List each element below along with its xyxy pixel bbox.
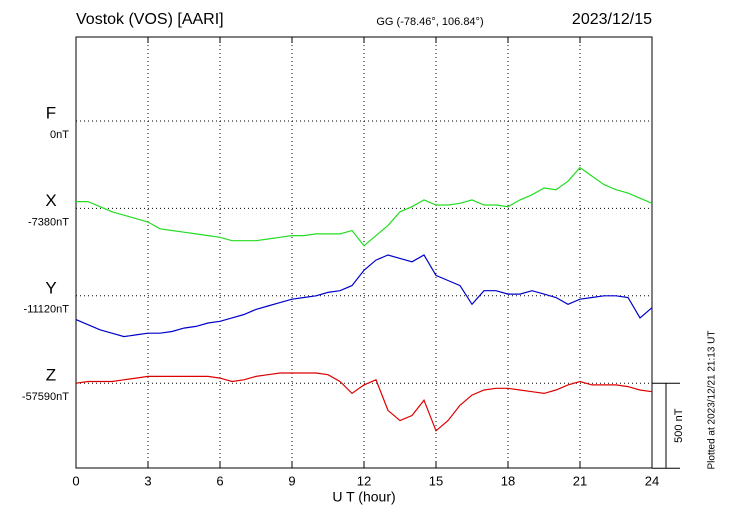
legend-label: X — [45, 191, 56, 210]
x-tick-label: 6 — [216, 473, 223, 488]
x-tick-label: 9 — [288, 473, 295, 488]
series-line — [76, 166, 653, 247]
x-axis-label: U T (hour) — [332, 489, 395, 505]
baseline-label: 0nT — [50, 129, 69, 141]
x-tick-label: 12 — [357, 473, 371, 488]
legend-label: F — [46, 103, 56, 122]
series-line — [75, 372, 653, 432]
chart-title: Vostok (VOS) [AARI] — [76, 11, 224, 28]
baseline-label: -11120nT — [24, 304, 70, 316]
scale-bar-label: 500 nT — [673, 408, 685, 443]
x-tick-label: 15 — [429, 473, 443, 488]
chart-date: 2023/12/15 — [572, 11, 652, 28]
baseline-label: -57590nT — [22, 391, 69, 403]
x-tick-label: 24 — [645, 473, 659, 488]
legend-label: Z — [46, 366, 56, 385]
x-tick-label: 21 — [573, 473, 587, 488]
x-tick-label: 18 — [501, 473, 515, 488]
x-tick-label: 0 — [72, 473, 79, 488]
x-tick-label: 3 — [144, 473, 151, 488]
plot-note: Plotted at 2023/12/21 21:13 UT — [707, 331, 718, 470]
series-line — [75, 254, 653, 338]
chart-subtitle: GG (-78.46°, 106.84°) — [376, 16, 483, 28]
baseline-label: -7380nT — [28, 216, 69, 228]
legend-label: Y — [45, 278, 56, 297]
